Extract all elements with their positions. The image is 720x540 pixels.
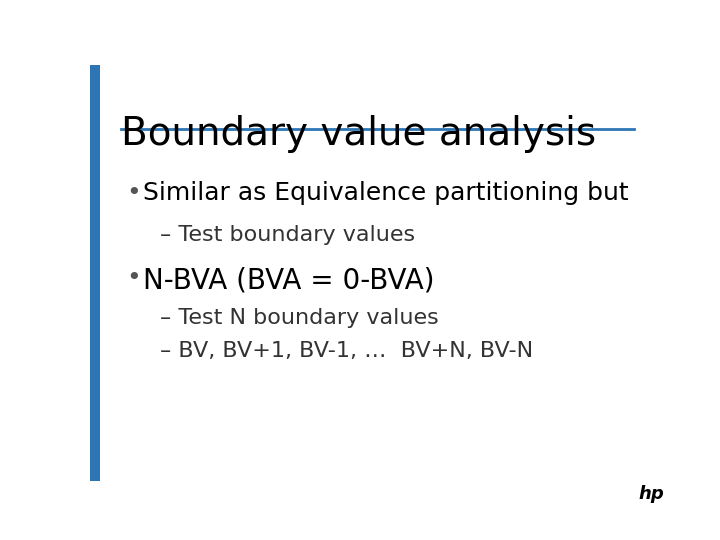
Text: •: •: [126, 266, 141, 291]
Text: – Test N boundary values: – Test N boundary values: [160, 308, 438, 328]
FancyBboxPatch shape: [90, 65, 100, 481]
Text: – Test boundary values: – Test boundary values: [160, 225, 415, 245]
Text: Similar as Equivalence partitioning but: Similar as Equivalence partitioning but: [143, 181, 629, 205]
Text: Boundary value analysis: Boundary value analysis: [121, 114, 596, 153]
Text: – BV, BV+1, BV-1, …  BV+N, BV-N: – BV, BV+1, BV-1, … BV+N, BV-N: [160, 341, 533, 361]
Circle shape: [622, 474, 680, 514]
Text: N-BVA (BVA = 0-BVA): N-BVA (BVA = 0-BVA): [143, 266, 434, 294]
Text: •: •: [126, 181, 141, 205]
Text: hp: hp: [639, 485, 664, 503]
Text: h p e n t: h p e n t: [644, 519, 667, 524]
